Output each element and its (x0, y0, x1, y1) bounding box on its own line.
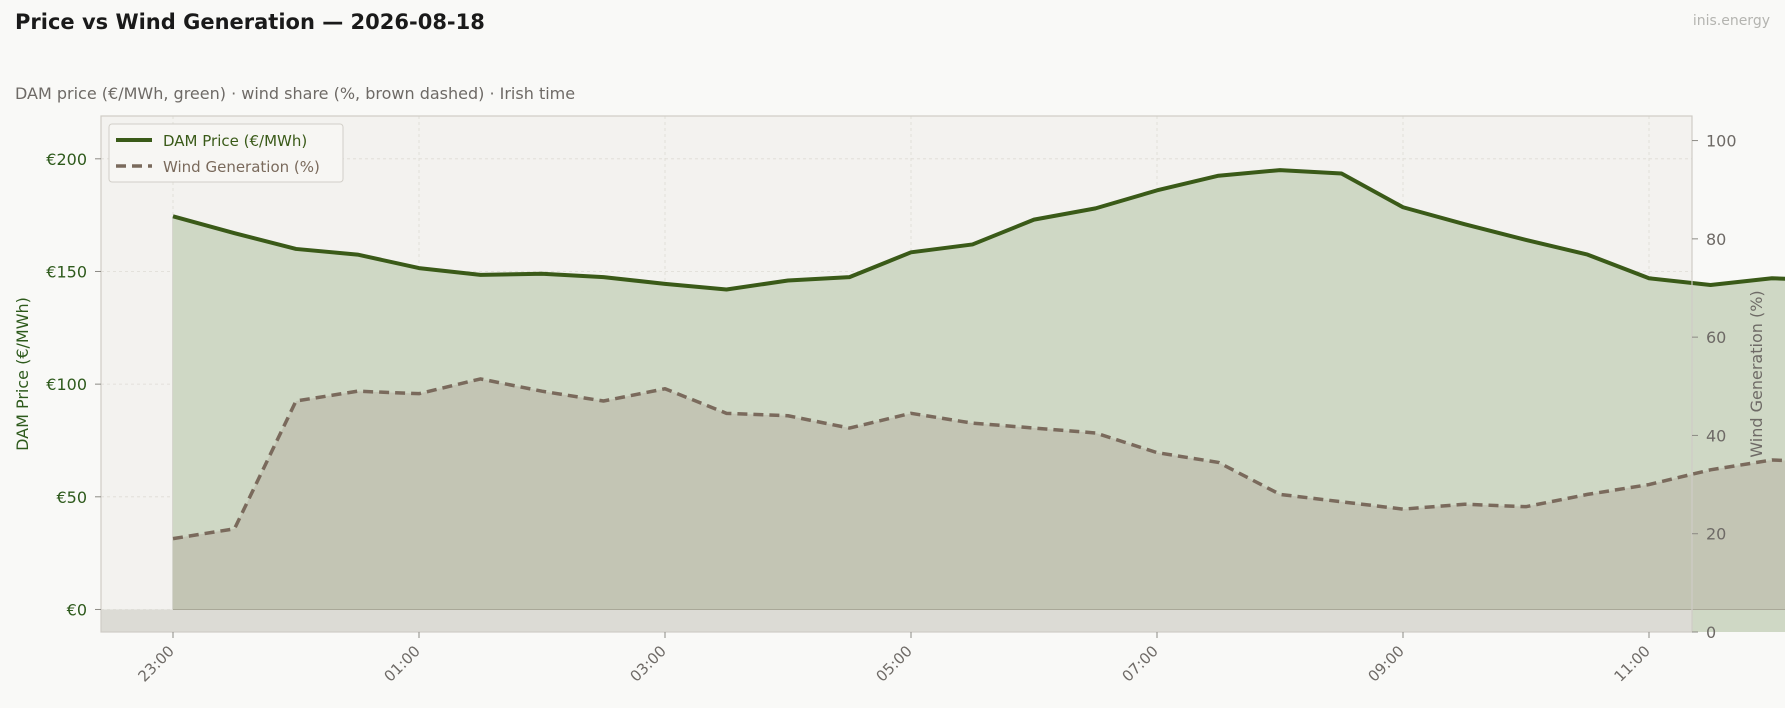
legend: DAM Price (€/MWh) Wind Generation (%) (108, 123, 344, 183)
x-tick-label: 05:00 (873, 642, 916, 685)
plot-frame (100, 115, 1693, 633)
x-tick-label: 11:00 (1611, 642, 1654, 685)
below-zero-band (101, 609, 1692, 632)
right-tick-label: 40 (1706, 426, 1726, 445)
chart-title: Price vs Wind Generation — 2026-08-18 (15, 10, 485, 34)
left-tick-label: €50 (56, 488, 87, 507)
right-tick-label: 20 (1706, 525, 1726, 544)
chart-subtitle: DAM price (€/MWh, green) · wind share (%… (15, 84, 576, 103)
x-tick-label: 03:00 (627, 642, 670, 685)
legend-price-label: DAM Price (€/MWh) (163, 132, 307, 150)
left-tick-label: €200 (46, 150, 87, 169)
wind-series-line (172, 377, 1785, 541)
left-axis: €0 €50 €100 €150 €200 (46, 150, 101, 619)
legend-box (108, 123, 344, 183)
right-axis-label: Wind Generation (%) (1747, 290, 1766, 457)
right-tick-label: 60 (1706, 328, 1726, 347)
left-tick-label: €100 (46, 375, 87, 394)
x-axis: 23:0001:0003:0005:0007:0009:0011:0013:00… (135, 632, 1654, 685)
right-tick-label: 0 (1706, 623, 1716, 642)
legend-wind-label: Wind Generation (%) (163, 158, 320, 176)
left-tick-label: €0 (67, 600, 87, 619)
brand-label: inis.energy (1692, 13, 1770, 29)
right-tick-label: 100 (1706, 132, 1737, 151)
left-axis-label: DAM Price (€/MWh) (13, 297, 32, 451)
right-axis: 0 20 40 60 80 100 (1692, 132, 1737, 642)
right-tick-label: 80 (1706, 230, 1726, 249)
left-tick-label: €150 (46, 262, 87, 281)
x-tick-label: 01:00 (381, 642, 424, 685)
x-tick-label: 23:00 (135, 642, 178, 685)
price-series-line (172, 168, 1785, 292)
x-tick-label: 07:00 (1119, 642, 1162, 685)
wind-area-fill (173, 378, 1785, 610)
x-tick-label: 09:00 (1365, 642, 1408, 685)
